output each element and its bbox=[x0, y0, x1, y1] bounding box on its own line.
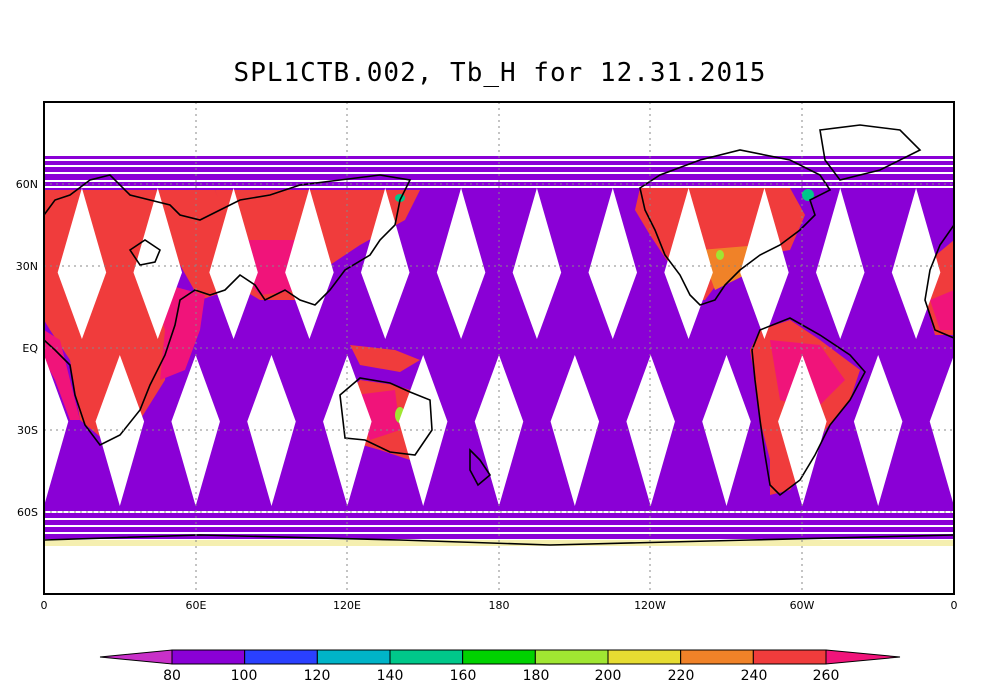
swath-gap bbox=[209, 188, 258, 339]
colorbar-segment bbox=[680, 649, 754, 665]
colorbar-segment bbox=[316, 649, 391, 665]
swath-gap bbox=[664, 188, 713, 339]
map-panel bbox=[44, 102, 1000, 594]
swath-gap bbox=[360, 188, 410, 339]
colorbar-segment bbox=[171, 649, 246, 665]
swath-gap bbox=[550, 355, 600, 506]
colorbar-tick: 120 bbox=[304, 668, 331, 684]
lon-label: 120W bbox=[634, 599, 666, 612]
colorbar-segment bbox=[244, 649, 318, 665]
swath-gap bbox=[323, 355, 372, 506]
colorbar-cap-high bbox=[825, 649, 901, 665]
lat-label: 30N bbox=[16, 260, 38, 273]
lon-label: 0 bbox=[41, 599, 48, 612]
colorbar-tick: 80 bbox=[163, 668, 181, 684]
lon-label: 120E bbox=[333, 599, 361, 612]
swath-gap bbox=[285, 188, 334, 339]
lon-label: 0 bbox=[951, 599, 958, 612]
swath-gap bbox=[436, 188, 486, 339]
map-frame bbox=[43, 101, 955, 595]
swath-gap bbox=[588, 188, 638, 339]
swath-gap bbox=[891, 188, 941, 339]
lat-label: 60S bbox=[17, 506, 38, 519]
lon-label: 60W bbox=[790, 599, 815, 612]
swath-gap bbox=[815, 188, 865, 339]
colorbar-tick: 200 bbox=[595, 668, 622, 684]
swath-gap bbox=[702, 355, 751, 506]
swath-gap bbox=[740, 188, 789, 339]
lon-label: 60E bbox=[186, 599, 207, 612]
swath-gap bbox=[968, 188, 1000, 339]
colorbar-tick: 100 bbox=[231, 668, 258, 684]
colorbar-tick: 160 bbox=[450, 668, 477, 684]
colorbar-tick: 240 bbox=[741, 668, 768, 684]
colorbar-tick: 180 bbox=[523, 668, 550, 684]
swath-gap bbox=[57, 188, 107, 339]
colorbar-segment bbox=[534, 649, 609, 665]
colorbar-segment bbox=[752, 649, 827, 665]
swath-gap bbox=[929, 355, 954, 506]
swath-gap bbox=[512, 188, 562, 339]
map-title: SPL1CTB.002, Tb_H for 12.31.2015 bbox=[233, 58, 767, 88]
colorbar-segment bbox=[462, 649, 536, 665]
colorbar-segment bbox=[389, 649, 464, 665]
swath-gap bbox=[133, 188, 183, 339]
lon-label: 180 bbox=[489, 599, 510, 612]
swath-gap bbox=[474, 355, 524, 506]
lat-label: 60N bbox=[16, 178, 38, 191]
colorbar-tick: 260 bbox=[813, 668, 840, 684]
latitude-labels: 60N 30N EQ 30S 60S bbox=[16, 178, 39, 519]
colorbar-tick-labels: 80 100 120 140 160 180 200 220 240 260 bbox=[163, 668, 839, 684]
lat-label: 30S bbox=[17, 424, 38, 437]
colorbar-cap-low bbox=[99, 649, 173, 665]
longitude-labels: 0 60E 120E 180 120W 60W 0 bbox=[41, 599, 958, 612]
lat-label: EQ bbox=[22, 342, 38, 355]
colorbar-segment bbox=[607, 649, 682, 665]
swath-gap bbox=[778, 355, 827, 506]
swath-gap bbox=[95, 355, 145, 506]
swath-gap bbox=[247, 355, 296, 506]
colorbar-tick: 140 bbox=[377, 668, 404, 684]
colorbar-tick: 220 bbox=[668, 668, 695, 684]
graticule bbox=[44, 102, 954, 594]
swath-gaps bbox=[44, 188, 1000, 506]
colorbar bbox=[99, 649, 901, 665]
coastlines bbox=[44, 124, 954, 546]
